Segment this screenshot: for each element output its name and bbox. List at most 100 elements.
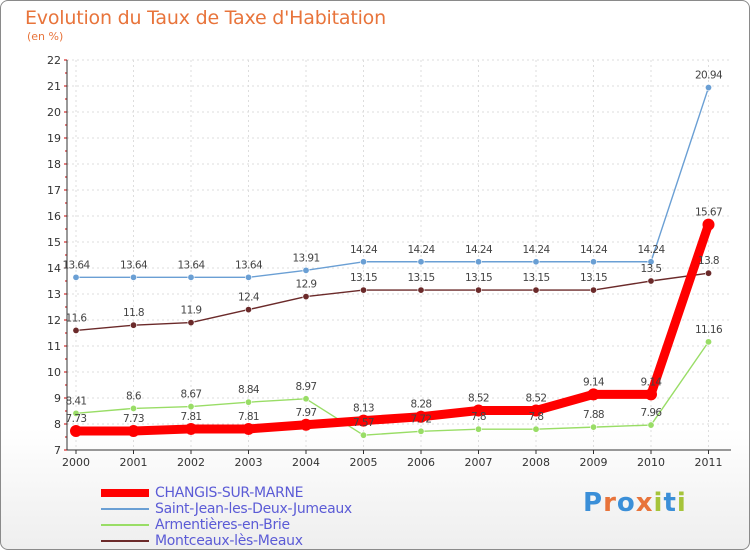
data-label: 7.81 [181, 411, 202, 423]
legend-swatch [101, 489, 149, 497]
data-point [474, 425, 482, 433]
data-point [70, 425, 82, 438]
legend-label: Montceaux-lès-Meaux [155, 533, 303, 549]
data-point [532, 425, 540, 433]
data-label: 7.72 [411, 413, 432, 425]
data-point [704, 269, 712, 277]
logo-letter: r [603, 488, 617, 518]
y-tick-label: 11 [47, 340, 61, 353]
y-tick-label: 18 [47, 158, 61, 171]
data-point [187, 273, 195, 281]
y-tick-label: 19 [47, 132, 61, 145]
logo-letter: x [635, 488, 654, 518]
data-label: 13.64 [177, 259, 205, 271]
data-label: 14.24 [522, 244, 550, 256]
series-layer [70, 84, 715, 439]
legend-label: CHANGIS-SUR-MARNE [155, 485, 304, 501]
legend-item-2: Armentières-en-Brie [101, 517, 352, 533]
data-label: 14.24 [637, 244, 665, 256]
x-tick-label: 2000 [62, 456, 90, 469]
y-tick-label: 15 [47, 236, 61, 249]
data-label: 11.16 [695, 324, 723, 336]
data-point [245, 306, 253, 314]
data-label: 11.6 [66, 312, 88, 324]
data-label: 14.24 [407, 244, 435, 256]
data-label: 14.24 [580, 244, 608, 256]
data-point [647, 258, 655, 266]
data-label: 7.81 [238, 411, 259, 423]
data-point [647, 421, 655, 429]
data-point [127, 425, 140, 438]
data-point [415, 410, 427, 423]
data-point [130, 273, 138, 281]
data-label: 7.73 [123, 413, 144, 425]
data-label: 7.97 [296, 407, 317, 419]
data-label: 13.15 [350, 272, 377, 284]
legend-label: Armentières-en-Brie [155, 517, 290, 533]
data-point [187, 403, 195, 411]
data-label: 13.5 [641, 263, 662, 275]
logo-letter: i [653, 488, 664, 518]
x-tick-label: 2003 [235, 456, 263, 469]
data-point [185, 422, 197, 435]
data-label: 13.15 [407, 272, 434, 284]
axes: 7 8 9 10 11 12 13 14 15 16 17 18 19 20 21 22 2000 2001 200… [47, 54, 731, 469]
data-point [589, 423, 597, 431]
legend-item-0: CHANGIS-SUR-MARNE [101, 485, 352, 501]
x-tick-label: 2010 [637, 456, 665, 469]
chart-title: Evolution du Taux de Taxe d'Habitation [25, 7, 386, 29]
data-label: 8.97 [296, 381, 317, 393]
chart-unit: (en %) [27, 30, 64, 43]
data-label: 7.57 [353, 417, 374, 429]
data-label: 20.94 [695, 70, 723, 82]
data-label: 13.15 [580, 272, 607, 284]
y-tick-label: 21 [47, 80, 61, 93]
data-label: 7.8 [529, 411, 544, 423]
data-label: 7.96 [641, 407, 663, 419]
data-label: 12.4 [238, 292, 260, 304]
data-label: 13.15 [465, 272, 492, 284]
x-tick-label: 2007 [465, 456, 493, 469]
series-line-3 [75, 272, 710, 332]
data-point [187, 319, 195, 327]
proxiti-logo: Proxiti [583, 488, 687, 518]
data-point [532, 258, 540, 266]
data-point [72, 409, 80, 417]
data-point [704, 84, 712, 92]
data-point [130, 404, 138, 412]
data-label: 11.9 [181, 305, 202, 317]
data-label: 7.73 [66, 413, 87, 425]
data-point [359, 258, 367, 266]
data-label: 8.6 [126, 390, 142, 402]
data-point [302, 395, 310, 403]
data-point [645, 388, 657, 401]
data-label: 13.15 [522, 272, 549, 284]
x-tick-label: 2006 [407, 456, 435, 469]
y-tick-label: 17 [47, 184, 61, 197]
data-point [417, 286, 425, 294]
data-point [704, 338, 712, 346]
data-point [302, 266, 310, 274]
data-point [302, 293, 310, 301]
legend-swatch [101, 508, 149, 510]
logo-letter: P [583, 488, 604, 518]
data-label: 8.67 [181, 389, 202, 401]
data-label: 14.24 [465, 244, 493, 256]
data-label: 9.14 [583, 376, 605, 388]
data-point [245, 398, 253, 406]
data-label: 8.52 [468, 392, 489, 404]
y-tick-label: 8 [54, 418, 61, 431]
data-label: 8.13 [353, 403, 374, 415]
legend-label: Saint-Jean-les-Deux-Jumeaux [155, 501, 352, 517]
data-point [532, 286, 540, 294]
y-tick-label: 10 [47, 366, 61, 379]
y-tick-label: 9 [54, 392, 61, 405]
x-tick-label: 2004 [292, 456, 320, 469]
y-tick-label: 7 [54, 444, 61, 457]
x-tick-label: 2001 [120, 456, 148, 469]
data-point [357, 414, 370, 427]
data-point [474, 286, 482, 294]
data-point [72, 273, 80, 281]
